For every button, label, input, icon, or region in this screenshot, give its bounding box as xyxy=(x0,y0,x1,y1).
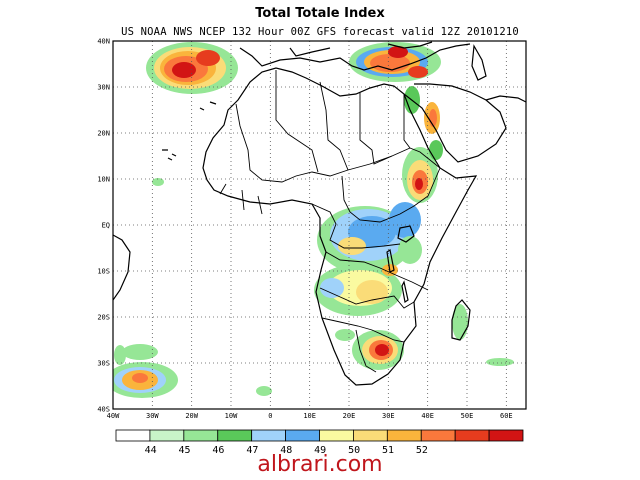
lon-label: 20E xyxy=(343,412,356,420)
index-field xyxy=(113,42,514,398)
colorbar-label: 52 xyxy=(416,445,428,456)
lon-label: 40E xyxy=(421,412,434,420)
lake-malawi xyxy=(401,280,409,304)
country-borders xyxy=(219,70,441,373)
colorbar-swatch xyxy=(183,429,219,442)
lake-victoria xyxy=(397,225,415,243)
colorbar-swatch xyxy=(386,429,422,442)
field-blob-south-africa xyxy=(335,329,404,370)
lat-label: 40N xyxy=(97,38,110,46)
colorbar-label: 48 xyxy=(280,445,292,456)
field-patch xyxy=(256,386,272,396)
colorbar-label: 46 xyxy=(212,445,224,456)
madagascar-coastline xyxy=(451,299,471,341)
colorbar-label: 44 xyxy=(145,445,157,456)
lon-label: 50E xyxy=(461,412,474,420)
lat-label: 10N xyxy=(97,176,110,184)
colorbar-label: 45 xyxy=(178,445,190,456)
arabia-coastline xyxy=(403,83,507,163)
south-america-coast xyxy=(113,234,131,301)
gulf-coast xyxy=(485,95,526,103)
caspian-coast xyxy=(471,44,487,81)
colorbar-label: 50 xyxy=(348,445,360,456)
field-patch xyxy=(114,345,126,365)
colorbar-swatch xyxy=(353,429,388,442)
lon-label: 40W xyxy=(107,412,120,420)
field-blob-south-atlantic xyxy=(113,344,178,398)
field-blob-central-africa xyxy=(317,202,422,274)
watermark: albrari.com xyxy=(257,452,383,477)
colorbar-label: 49 xyxy=(314,445,326,456)
field-patch xyxy=(152,178,164,186)
canary-islands xyxy=(199,101,217,111)
field-blob-north-atlantic xyxy=(146,42,238,94)
field-patch xyxy=(486,358,514,366)
lat-label: 30S xyxy=(97,360,110,368)
map-subtitle: US NOAA NWS NCEP 132 Hour 00Z GFS foreca… xyxy=(121,26,519,38)
lon-label: 30E xyxy=(382,412,395,420)
lat-label: 30N xyxy=(97,84,110,92)
colorbar-label: 47 xyxy=(246,445,258,456)
colorbar-swatch xyxy=(115,429,151,442)
colorbar-swatch xyxy=(454,429,490,442)
field-blob-madagascar xyxy=(452,304,468,340)
latitude-labels: 40N 30N 20N 10N EQ 10S 20S 30S 40S xyxy=(97,38,110,414)
lat-label: 20N xyxy=(97,130,110,138)
coastlines xyxy=(113,41,526,386)
colorbar-swatch xyxy=(488,429,524,442)
field-blob-ethiopia xyxy=(402,140,443,203)
colorbar-swatch xyxy=(251,429,286,442)
field-blob-mediterranean xyxy=(349,42,441,82)
colorbar-swatch xyxy=(149,429,185,442)
europe-coastline xyxy=(239,43,471,71)
lat-label: 40S xyxy=(97,406,110,414)
lat-label: 10S xyxy=(97,268,110,276)
lon-label: 30W xyxy=(146,412,159,420)
map-title: Total Totale Index xyxy=(255,6,385,21)
lon-label: 60E xyxy=(500,412,513,420)
lon-label: 20W xyxy=(185,412,198,420)
field-blob-southern-central xyxy=(314,264,402,316)
lat-label: EQ xyxy=(102,222,110,230)
cape-verde xyxy=(162,149,177,161)
italy-coast xyxy=(289,47,331,57)
colorbar-swatch xyxy=(285,429,320,442)
lon-label: 10E xyxy=(303,412,316,420)
lat-lon-grid xyxy=(113,41,526,409)
colorbar-swatch xyxy=(217,429,253,442)
lon-label: 0 xyxy=(268,412,272,420)
map-frame xyxy=(112,40,527,410)
lat-label: 20S xyxy=(97,314,110,322)
africa-coastline xyxy=(202,67,478,386)
lon-label: 10W xyxy=(225,412,238,420)
longitude-labels: 40W 30W 20W 10W 0 10E 20E 30E 40E 50E 60E xyxy=(107,412,513,420)
black-sea-coast xyxy=(387,41,433,49)
colorbar-swatch xyxy=(319,429,354,442)
colorbar-label: 51 xyxy=(382,445,394,456)
colorbar-swatch xyxy=(420,429,456,442)
colorbar: 44 45 46 47 48 49 50 51 52 xyxy=(115,429,524,456)
